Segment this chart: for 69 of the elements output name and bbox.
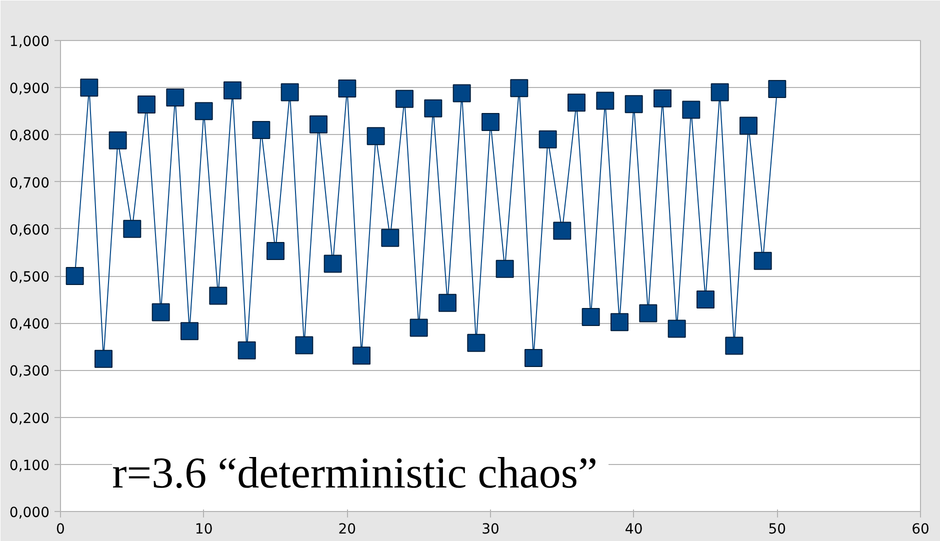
point	[582, 308, 600, 326]
point	[80, 78, 98, 97]
point	[338, 80, 356, 98]
point	[596, 92, 614, 110]
point	[740, 116, 758, 135]
point	[108, 131, 127, 150]
point	[94, 350, 112, 368]
point	[209, 286, 228, 305]
x-tick-label: 10	[194, 522, 213, 538]
point	[66, 267, 84, 285]
annotation: r=3.6 “deterministic chaos”	[112, 448, 598, 498]
point	[438, 294, 456, 312]
y-tick-label: 0,900	[9, 81, 50, 98]
point	[224, 81, 242, 100]
point	[324, 254, 342, 273]
point	[510, 79, 528, 98]
x-tick-label: 0	[56, 522, 65, 538]
y-tick-label: 0,600	[9, 222, 50, 238]
point	[452, 84, 471, 102]
point	[725, 336, 744, 355]
point	[639, 304, 658, 322]
point	[180, 322, 198, 340]
point	[295, 336, 314, 354]
point	[252, 120, 270, 139]
point	[152, 303, 170, 322]
point	[410, 318, 428, 337]
point	[624, 95, 643, 114]
point	[194, 102, 213, 120]
y-tick-label: 0,800	[9, 128, 50, 144]
x-tick-label: 50	[768, 522, 786, 538]
point	[696, 290, 714, 309]
x-tick-label: 30	[482, 522, 500, 538]
y-tick-label: 1,000	[9, 34, 50, 50]
point	[467, 334, 486, 352]
y-tick-label: 0,000	[9, 505, 50, 521]
point	[310, 115, 328, 134]
point	[280, 83, 299, 102]
point	[710, 83, 729, 102]
point	[138, 96, 156, 114]
point	[424, 99, 442, 118]
point	[654, 89, 672, 108]
point	[366, 127, 385, 146]
x-tick-label: 40	[624, 522, 643, 538]
point	[482, 112, 500, 131]
point	[568, 94, 586, 112]
point	[266, 242, 284, 260]
y-tick-label: 0,300	[9, 364, 50, 380]
point	[496, 260, 514, 278]
y-tick-label: 0,200	[9, 410, 50, 427]
point	[123, 220, 142, 238]
point	[396, 90, 414, 108]
x-tick-label: 20	[338, 522, 356, 538]
point	[381, 228, 400, 247]
point	[538, 130, 557, 148]
y-tick-label: 0,700	[9, 175, 50, 192]
point	[352, 346, 370, 365]
y-tick-label: 0,100	[9, 458, 50, 474]
point	[610, 313, 628, 332]
point	[682, 100, 700, 119]
point	[668, 320, 686, 338]
point	[166, 88, 184, 106]
point	[524, 348, 542, 367]
x-tick-label: 60	[912, 522, 930, 538]
point	[754, 252, 772, 270]
y-tick-label: 0,500	[9, 270, 50, 286]
point	[238, 341, 256, 360]
point	[768, 80, 786, 98]
y-tick-label: 0,400	[9, 316, 50, 333]
point	[553, 222, 572, 240]
